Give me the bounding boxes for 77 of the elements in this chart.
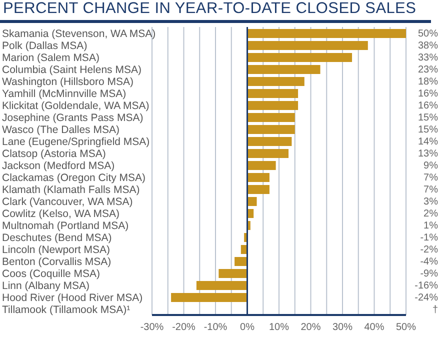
y-tick-label: Clark (Vancouver, WA MSA) (2, 196, 133, 208)
data-label: 16% (418, 100, 438, 112)
y-tick-label: Multnomah (Portland MSA) (2, 220, 129, 232)
bar (247, 113, 295, 122)
data-label: 18% (418, 76, 438, 88)
x-tick-label: 0% (240, 322, 255, 334)
data-label: 7% (424, 184, 438, 196)
bar (247, 149, 289, 158)
y-tick-label: Coos (Coquille MSA) (2, 268, 100, 280)
y-tick-label: Washington (Hillsboro MSA) (2, 76, 134, 88)
y-tick-label: Josephine (Grants Pass MSA) (2, 112, 144, 124)
data-label: -1% (420, 232, 438, 244)
bar (247, 77, 304, 86)
bar (247, 173, 270, 182)
bar (196, 281, 248, 290)
bar (247, 29, 406, 38)
data-label: 14% (418, 136, 438, 148)
data-label: 23% (418, 64, 438, 76)
bar (247, 41, 368, 50)
data-label: 38% (418, 40, 438, 52)
data-label: 15% (418, 124, 438, 136)
bar (218, 269, 248, 278)
y-tick-label: Lincoln (Newport MSA) (2, 244, 110, 256)
x-tick-label: 20% (300, 322, 321, 334)
data-label: -16% (414, 280, 438, 292)
y-tick-label: Clackamas (Oregon City MSA) (2, 172, 146, 184)
data-label: 9% (424, 160, 438, 172)
y-tick-label: Skamania (Stevenson, WA MSA) (2, 28, 156, 40)
x-tick-label: -10% (204, 322, 228, 334)
data-label: 7% (424, 172, 438, 184)
data-label: 50% (418, 28, 438, 40)
data-label: -2% (420, 244, 438, 256)
y-tick-label: Columbia (Saint Helens MSA) (2, 64, 142, 76)
x-tick-label: 50% (396, 322, 416, 334)
y-tick-label: Hood River (Hood River MSA) (2, 292, 143, 304)
y-tick-label: Lane (Eugene/Springfield MSA) (2, 136, 150, 148)
data-label: 2% (424, 208, 438, 220)
x-tick-label: -20% (172, 322, 196, 334)
bar (247, 161, 276, 170)
y-tick-label: Wasco (The Dalles MSA) (2, 124, 120, 136)
x-tick-label: 10% (268, 322, 290, 334)
bar (247, 53, 352, 62)
data-label: -9% (420, 268, 438, 280)
bar (171, 293, 248, 302)
bar (247, 65, 320, 74)
data-label: 3% (424, 196, 438, 208)
bar (247, 137, 292, 146)
x-tick-label: 30% (332, 322, 353, 334)
bar (247, 89, 298, 98)
y-tick-label: Klickitat (Goldendale, WA MSA) (2, 100, 150, 112)
y-tick-label: Cowlitz (Kelso, WA MSA) (2, 208, 120, 220)
data-label: 16% (418, 88, 438, 100)
bar (247, 125, 295, 134)
data-label: 13% (418, 148, 438, 160)
y-tick-label: Jackson (Medford MSA) (2, 160, 115, 172)
bar (247, 197, 257, 206)
y-tick-label: Clatsop (Astoria MSA) (2, 148, 106, 160)
y-tick-label: Linn (Albany MSA) (2, 280, 90, 292)
y-tick-label: Benton (Corvallis MSA) (2, 256, 112, 268)
bar (247, 101, 298, 110)
data-label: 1% (424, 220, 438, 232)
y-tick-label: Tillamook (Tillamook MSA)¹ (2, 304, 131, 316)
y-tick-label: Marion (Salem MSA) (2, 52, 100, 64)
data-label: -4% (420, 256, 438, 268)
bar (247, 185, 270, 194)
data-label: 33% (418, 52, 438, 64)
y-tick-label: Deschutes (Bend MSA) (2, 232, 112, 244)
y-tick-label: Klamath (Klamath Falls MSA) (2, 184, 140, 196)
x-tick-label: 40% (364, 322, 384, 334)
text: † (432, 304, 438, 316)
x-tick-label: -30% (140, 322, 164, 334)
chart-title: PERCENT CHANGE IN YEAR-TO-DATE CLOSED SALES (0, 0, 431, 23)
y-tick-label: Yamhill (McMinnville MSA) (2, 88, 126, 100)
bar (234, 257, 248, 266)
data-label: -24% (414, 292, 438, 304)
data-label: 15% (418, 112, 438, 124)
y-tick-label: Polk (Dallas MSA) (2, 40, 88, 52)
